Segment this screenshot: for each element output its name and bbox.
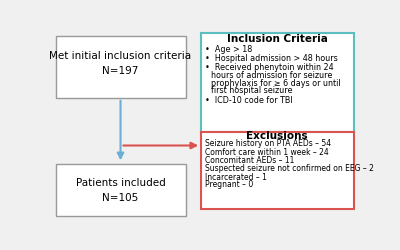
Text: Exclusions: Exclusions [246,131,308,141]
Text: prophylaxis for ≥ 6 days or until: prophylaxis for ≥ 6 days or until [211,79,341,88]
Text: Met initial inclusion criteria
N=197: Met initial inclusion criteria N=197 [50,51,192,76]
Text: hours of admission for seizure: hours of admission for seizure [211,71,332,80]
Text: Incarcerated – 1: Incarcerated – 1 [205,172,267,182]
Text: •  Received phenytoin within 24: • Received phenytoin within 24 [205,63,334,72]
Text: Pregnant – 0: Pregnant – 0 [205,180,253,189]
Text: Comfort care within 1 week – 24: Comfort care within 1 week – 24 [205,148,329,157]
FancyBboxPatch shape [201,132,354,209]
Text: •  ICD-10 code for TBI: • ICD-10 code for TBI [205,96,293,104]
Text: •  Age > 18: • Age > 18 [205,45,252,54]
FancyBboxPatch shape [56,36,186,98]
Text: Concomitant AEDs – 11: Concomitant AEDs – 11 [205,156,294,165]
Text: first hospital seizure: first hospital seizure [211,86,293,95]
Text: Patients included
N=105: Patients included N=105 [76,178,166,203]
Text: Inclusion Criteria: Inclusion Criteria [227,34,328,44]
Text: Suspected seizure not confirmed on EEG – 2: Suspected seizure not confirmed on EEG –… [205,164,374,173]
Text: •  Hospital admission > 48 hours: • Hospital admission > 48 hours [205,54,338,63]
Text: Seizure history on PTA AEDs – 54: Seizure history on PTA AEDs – 54 [205,140,331,148]
FancyBboxPatch shape [56,164,186,216]
FancyBboxPatch shape [201,33,354,132]
